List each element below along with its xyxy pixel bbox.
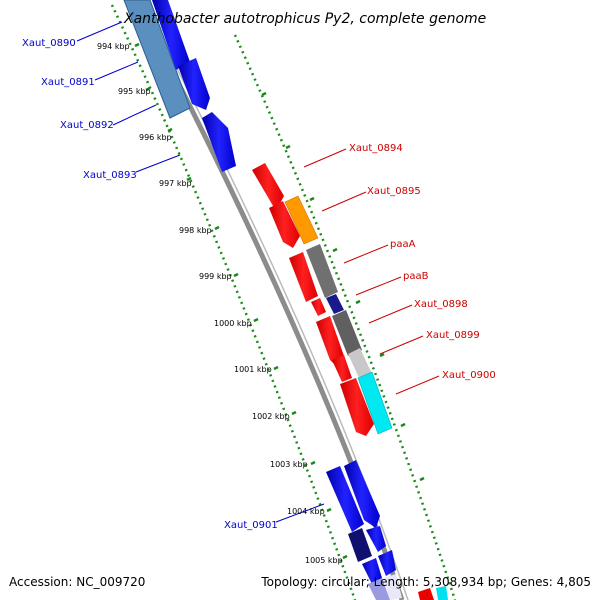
gene-paab[interactable]: [311, 298, 326, 316]
tick-label: 997 kbp: [159, 179, 192, 188]
gene-label-paab[interactable]: paaB: [403, 271, 429, 282]
gene-label-xaut-0893[interactable]: Xaut_0893: [83, 170, 137, 181]
tick-label: 1000 kbp: [214, 319, 252, 328]
tick-label: 1005 kbp: [305, 556, 343, 565]
gene-paab-navy[interactable]: [326, 294, 344, 314]
gene-xaut-0891[interactable]: [178, 58, 210, 110]
genome-title: Xanthobacter autotrophicus Py2, complete…: [123, 11, 486, 27]
gene-xaut-0890-body[interactable]: [152, 0, 190, 70]
gene-lower-blue-5[interactable]: [378, 550, 396, 576]
gene-xaut-0900-red[interactable]: [340, 378, 374, 436]
gene-xaut-0892[interactable]: [202, 112, 236, 172]
gene-xaut-0895-red[interactable]: [269, 201, 300, 248]
tick-label: 994 kbp: [97, 42, 130, 51]
leader-lines-right: [303, 148, 440, 395]
gene-xaut-0899[interactable]: [332, 355, 352, 382]
gene-label-xaut-0894[interactable]: Xaut_0894: [349, 143, 403, 154]
gene-bottom-red[interactable]: [418, 588, 434, 600]
tick-label: 999 kbp: [199, 272, 232, 281]
gene-lower-blue-4[interactable]: [362, 558, 382, 584]
gene-xaut-0898[interactable]: [316, 316, 344, 366]
tick-label: 995 kbp: [118, 87, 151, 96]
gene-xaut-0898-gray[interactable]: [332, 310, 362, 356]
gene-lower-blue-3[interactable]: [366, 526, 386, 552]
tick-label: 1001 kbp: [234, 365, 272, 374]
gene-label-xaut-0899[interactable]: Xaut_0899: [426, 330, 480, 341]
outer-tick-ring: [110, 4, 357, 600]
gene-lower-blue-2[interactable]: [344, 460, 380, 528]
gene-label-xaut-0900[interactable]: Xaut_0900: [442, 370, 496, 381]
gene-label-xaut-0891[interactable]: Xaut_0891: [41, 77, 95, 88]
genome-stats-text: Topology: circular; Length: 5,308,934 bp…: [260, 575, 591, 589]
gene-bottom-cyan[interactable]: [436, 586, 448, 600]
gene-lower-white[interactable]: [384, 574, 402, 600]
accession-text: Accession: NC_009720: [9, 575, 145, 589]
gene-xaut-0901[interactable]: [326, 466, 364, 532]
leader-lines-left: [76, 21, 325, 523]
gene-lower-navy[interactable]: [348, 528, 372, 562]
gene-label-xaut-0901[interactable]: Xaut_0901: [224, 520, 278, 531]
gene-xaut-0899-light[interactable]: [348, 348, 372, 380]
tick-label: 1002 kbp: [252, 412, 290, 421]
tick-label: 1003 kbp: [270, 460, 308, 469]
tick-label: 996 kbp: [139, 133, 172, 142]
gene-label-xaut-0898[interactable]: Xaut_0898: [414, 299, 468, 310]
inner-major-ticks: [261, 91, 425, 482]
major-ticks: [134, 42, 348, 560]
inner-tick-ring: [233, 34, 457, 600]
gene-xaut-0894[interactable]: [252, 163, 284, 211]
gene-paaa[interactable]: [289, 252, 318, 302]
gene-label-xaut-0892[interactable]: Xaut_0892: [60, 120, 114, 131]
gene-xaut-0900[interactable]: [357, 371, 393, 435]
gene-label-xaut-0890[interactable]: Xaut_0890: [22, 38, 76, 49]
gene-xaut-0890[interactable]: [123, 0, 191, 119]
gene-label-paaa[interactable]: paaA: [390, 239, 416, 250]
tick-label: 998 kbp: [179, 226, 212, 235]
tick-label: 1004 kbp: [287, 507, 325, 516]
gene-lower-lavender[interactable]: [368, 578, 390, 600]
gene-xaut-0895[interactable]: [284, 195, 319, 245]
gene-label-xaut-0895[interactable]: Xaut_0895: [367, 186, 421, 197]
gene-paaa-gray[interactable]: [306, 244, 338, 298]
